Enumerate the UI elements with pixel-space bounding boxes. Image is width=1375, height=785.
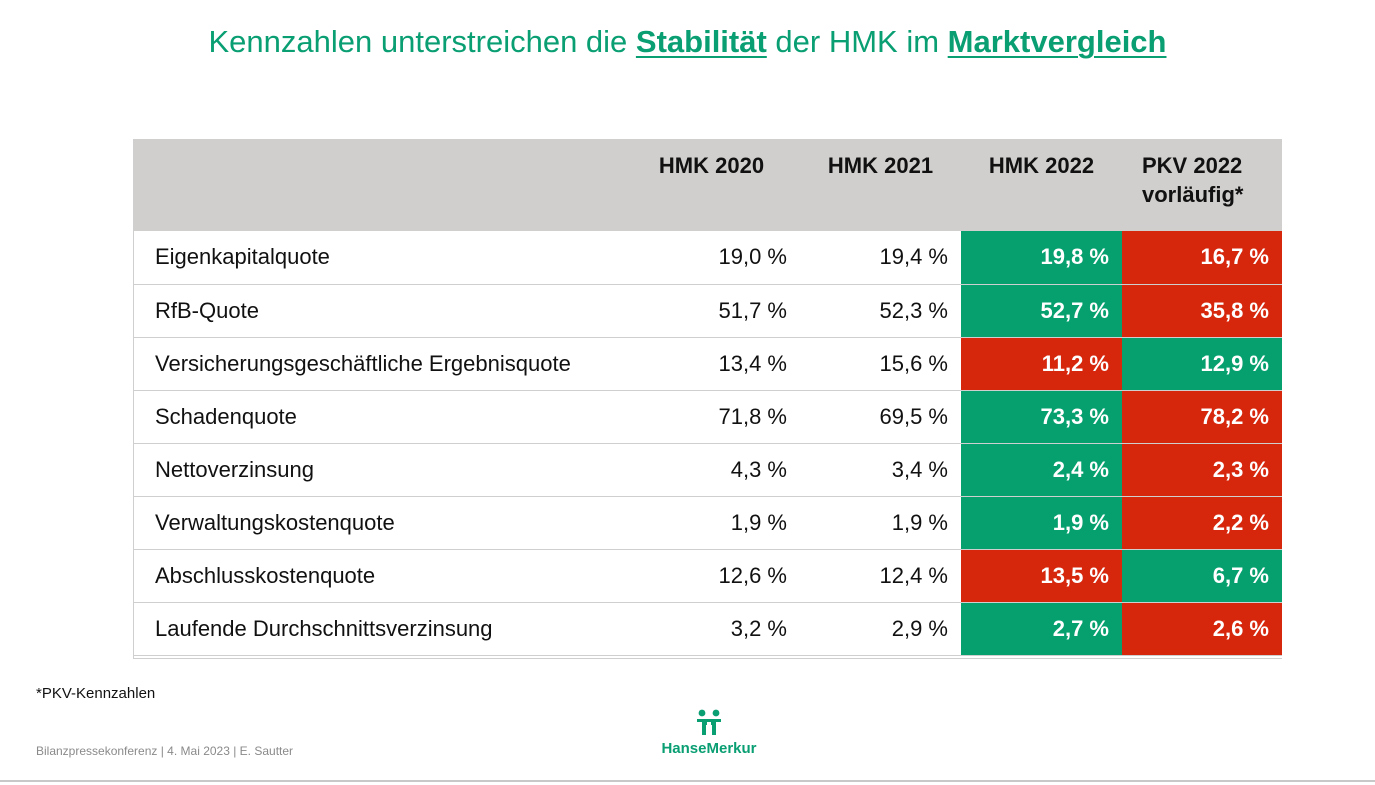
table-row: Abschlusskostenquote 12,6 % 12,4 % 13,5 % 6,… [133, 549, 1282, 602]
table-row: Verwaltungskostenquote 1,9 % 1,9 % 1,9 % 2,2… [133, 496, 1282, 549]
header-label [133, 139, 623, 231]
table-row: Versicherungsgeschäftliche Ergebnisquote… [133, 337, 1282, 390]
cell-hmk-2022: 11,2 % [961, 337, 1122, 390]
cell-hmk-2020: 19,0 % [718, 244, 788, 270]
header-pkv-line1: PKV 2022 [1142, 153, 1243, 178]
cell-hmk-2021: 3,4 % [891, 456, 948, 482]
table-row: RfB-Quote 51,7 % 52,3 % 52,7 % 35,8 % [133, 284, 1282, 337]
table-row: Schadenquote 71,8 % 69,5 % 73,3 % 78,2 % [133, 390, 1282, 443]
row-label: Versicherungsgeschäftliche Ergebnisquote [155, 350, 571, 376]
cell-hmk-2022: 19,8 % [961, 231, 1122, 284]
logo-wordmark: HanseMerkur [661, 740, 757, 757]
title-emphasis-stability: Stabilität [635, 24, 767, 59]
cell-hmk-2022: 1,9 % [961, 496, 1122, 549]
cell-hmk-2022: 73,3 % [961, 390, 1122, 443]
cell-hmk-2022: 2,4 % [961, 443, 1122, 496]
header-pkv-line2: vorläufig* [1142, 182, 1244, 207]
header-pkv-2022: PKV 2022 vorläufig* [1122, 139, 1282, 231]
company-logo: HanseMerkur [650, 708, 768, 757]
cell-hmk-2021: 1,9 % [891, 509, 948, 535]
cell-hmk-2020: 13,4 % [718, 350, 788, 376]
slide-title: Kennzahlen unterstreichen die Stabilität… [0, 24, 1375, 60]
table-row: Nettoverzinsung 4,3 % 3,4 % 2,4 % 2,3 % [133, 443, 1282, 496]
table-header-row: HMK 2020 HMK 2021 HMK 2022 PKV 2022 vorlä… [133, 139, 1282, 231]
cell-hmk-2021: 2,9 % [891, 615, 948, 641]
row-label: Schadenquote [155, 403, 297, 429]
cell-hmk-2020: 71,8 % [718, 403, 788, 429]
cell-pkv-2022: 12,9 % [1122, 337, 1282, 390]
title-text-1: Kennzahlen unterstreichen die [208, 24, 636, 59]
cell-pkv-2022: 2,2 % [1122, 496, 1282, 549]
hansemerkur-logo-icon [697, 709, 721, 735]
title-text-2: der HMK im [766, 24, 948, 59]
cell-hmk-2020: 51,7 % [718, 297, 788, 323]
cell-hmk-2020: 4,3 % [730, 456, 787, 482]
kpi-table: HMK 2020 HMK 2021 HMK 2022 PKV 2022 vorlä… [133, 139, 1282, 656]
table-row: Laufende Durchschnittsverzinsung 3,2 % 2,9… [133, 602, 1282, 655]
cell-hmk-2021: 15,6 % [879, 350, 949, 376]
cell-hmk-2022: 2,7 % [961, 602, 1122, 655]
row-label: Eigenkapitalquote [155, 244, 330, 270]
row-label: Laufende Durchschnittsverzinsung [155, 615, 493, 641]
cell-hmk-2021: 19,4 % [879, 244, 949, 270]
bottom-divider [0, 780, 1375, 782]
row-label: RfB-Quote [155, 297, 259, 323]
cell-hmk-2020: 1,9 % [730, 509, 787, 535]
cell-hmk-2021: 69,5 % [879, 403, 949, 429]
cell-hmk-2021: 52,3 % [879, 297, 949, 323]
cell-pkv-2022: 16,7 % [1122, 231, 1282, 284]
cell-hmk-2021: 12,4 % [879, 562, 949, 588]
footnote: *PKV-Kennzahlen [36, 685, 156, 702]
title-emphasis-market: Marktvergleich [947, 24, 1167, 59]
row-label: Abschlusskostenquote [155, 562, 376, 588]
cell-pkv-2022: 6,7 % [1122, 549, 1282, 602]
cell-hmk-2022: 52,7 % [961, 284, 1122, 337]
header-hmk-2022: HMK 2022 [988, 153, 1095, 178]
footer-text: Bilanzpressekonferenz | 4. Mai 2023 | E.… [36, 744, 294, 758]
row-label: Verwaltungskostenquote [155, 509, 395, 535]
cell-hmk-2020: 12,6 % [718, 562, 788, 588]
cell-hmk-2022: 13,5 % [961, 549, 1122, 602]
cell-pkv-2022: 2,3 % [1122, 443, 1282, 496]
cell-hmk-2020: 3,2 % [730, 615, 787, 641]
row-label: Nettoverzinsung [155, 456, 314, 482]
cell-pkv-2022: 35,8 % [1122, 284, 1282, 337]
table-row: Eigenkapitalquote 19,0 % 19,4 % 19,8 % 16,7 … [133, 231, 1282, 284]
cell-pkv-2022: 2,6 % [1122, 602, 1282, 655]
header-hmk-2021: HMK 2021 [827, 153, 934, 178]
cell-pkv-2022: 78,2 % [1122, 390, 1282, 443]
header-hmk-2020: HMK 2020 [658, 153, 765, 178]
